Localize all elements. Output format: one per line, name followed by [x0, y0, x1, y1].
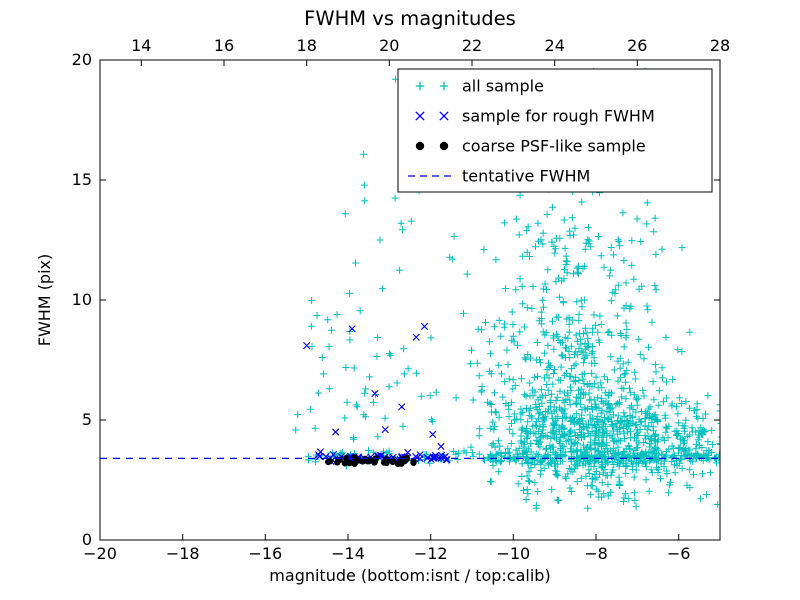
- data-point-dot: [341, 460, 349, 467]
- data-point-dot: [326, 458, 333, 465]
- x-top-tick-label: 22: [462, 36, 482, 55]
- legend-plus-icon: [439, 81, 449, 91]
- legend-plus-icon: [415, 81, 425, 91]
- legend-item-coarse-psf-like-sample: coarse PSF-like sample: [415, 137, 646, 156]
- data-point-dot: [352, 457, 359, 464]
- x-top-tick-label: 26: [627, 36, 647, 55]
- x-top-tick-label: 18: [297, 36, 317, 55]
- legend-label: coarse PSF-like sample: [462, 137, 646, 156]
- legend-dot-icon: [415, 141, 425, 151]
- x-top-tick-label: 14: [131, 36, 151, 55]
- legend-label: all sample: [462, 77, 544, 96]
- legend-item-sample-for-rough-fwhm: sample for rough FWHM: [415, 107, 655, 126]
- x-tick-label: −8: [584, 544, 608, 563]
- axes-layer: −20 −18 −16 −14 −12 −10 −8 −6 14 16 18 20 22 24 26 28 0 5…: [72, 36, 731, 563]
- data-point-dot: [381, 459, 388, 466]
- x-top-tick-label: 16: [214, 36, 234, 55]
- x-tick-label: −16: [248, 544, 282, 563]
- data-point-dot: [343, 454, 350, 462]
- y-tick-label: 5: [82, 410, 92, 429]
- chart-title: FWHM vs magnitudes: [304, 7, 516, 30]
- x-tick-label: −12: [414, 544, 448, 563]
- y-tick-label: 0: [82, 530, 92, 549]
- y-tick-label: 15: [72, 170, 92, 189]
- x-top-tick-label: 24: [545, 36, 565, 55]
- legend-label: sample for rough FWHM: [462, 107, 655, 126]
- data-point-dot: [399, 456, 406, 463]
- legend-item-tentative-fwhm: tentative FWHM: [408, 167, 590, 186]
- x-top-tick-label: 20: [379, 36, 399, 55]
- x-top-tick-label: 28: [710, 36, 730, 55]
- legend: all sample sample for rough FWHM coarse PS…: [397, 68, 713, 193]
- y-axis-label: FWHM (pix): [35, 254, 54, 347]
- legend-x-icon: [439, 111, 449, 121]
- data-point-dot: [389, 458, 396, 466]
- legend-dot-icon: [439, 141, 449, 151]
- legend-box: [397, 68, 713, 193]
- x-axis-label: magnitude (bottom:isnt / top:calib): [269, 566, 550, 585]
- x-tick-label: −20: [83, 544, 117, 563]
- data-point-dot: [410, 459, 417, 466]
- x-tick-label: −14: [331, 544, 365, 563]
- x-tick-label: −10: [496, 544, 530, 563]
- data-point-dot: [364, 458, 371, 465]
- y-tick-label: 20: [72, 50, 92, 69]
- legend-x-icon: [415, 111, 425, 121]
- legend-item-all-sample: all sample: [415, 77, 544, 96]
- data-point-dot: [346, 459, 353, 467]
- y-tick-label: 10: [72, 290, 92, 309]
- legend-label: tentative FWHM: [462, 167, 590, 186]
- x-tick-label: −18: [166, 544, 200, 563]
- x-tick-label: −6: [667, 544, 691, 563]
